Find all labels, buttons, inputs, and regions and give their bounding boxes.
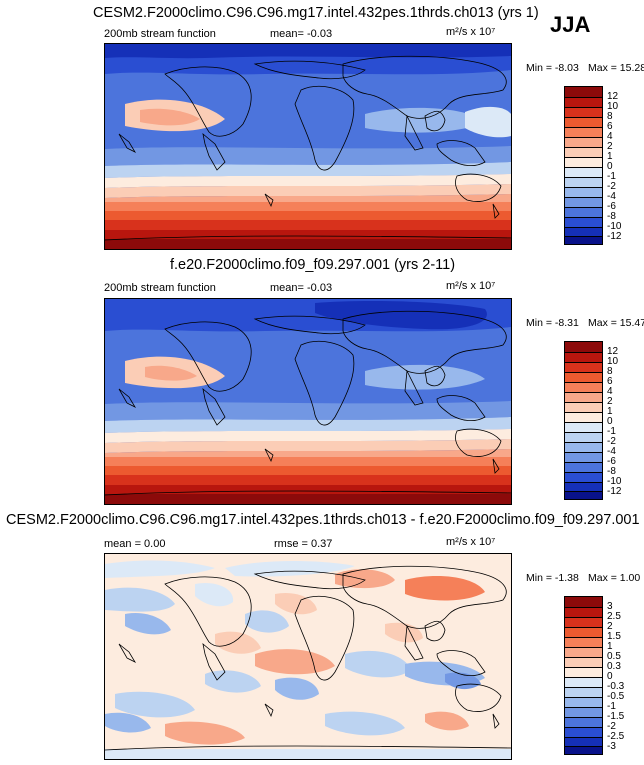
panel-2-colorbar-tick: -2	[607, 436, 616, 447]
panel-1-colorbar-tick: 8	[607, 111, 613, 122]
panel-3-colorbar-tick: -1.5	[607, 711, 625, 722]
panel-1-colorbar-tick: 0	[607, 161, 613, 172]
panel-1-colorbar-tick: -12	[607, 231, 622, 242]
panel-2-colorbar-tick: -4	[607, 446, 616, 457]
panel-3-colorbar-tick: 3	[607, 601, 613, 612]
panel-1-colorbar-tick: -8	[607, 211, 616, 222]
panel-2-map	[104, 298, 512, 505]
panel-2-colorbar: 12 10 8 6 4 2 1 0 -1 -2 -4 -6 -8 -10 -12	[564, 341, 621, 500]
panel-2-colorbar-tick: 8	[607, 366, 613, 377]
panel-3-units-label: m²/s x 10⁷	[446, 536, 496, 548]
panel-2-min-label: Min = -8.31	[526, 317, 579, 329]
panel-3-colorbar-tick: -0.5	[607, 691, 625, 702]
panel-1-colorbar-tick: 1	[607, 151, 613, 162]
panel-3-colorbar-tick: -0.3	[607, 681, 625, 692]
panel-1-colorbar-tick: 10	[607, 101, 619, 112]
panel-2-colorbar-tick: -10	[607, 476, 622, 487]
panel-1-variable-label: 200mb stream function	[104, 28, 216, 40]
panel-3-colorbar-tick: 1.5	[607, 631, 621, 642]
panel-3-map	[104, 553, 512, 760]
panel-3-colorbar-tick: 0.3	[607, 661, 621, 672]
panel-3-title: CESM2.F2000climo.C96.C96.mg17.intel.432p…	[6, 512, 640, 528]
panel-3-colorbar-tick: -2	[607, 721, 616, 732]
panel-2-colorbar-tick: 10	[607, 356, 619, 367]
panel-2-units-label: m²/s x 10⁷	[446, 280, 496, 292]
panel-2-mean-label: mean= -0.03	[270, 282, 333, 294]
panel-3-max-label: Max = 1.00	[588, 572, 641, 584]
panel-1-max-label: Max = 15.28	[588, 62, 644, 74]
panel-1-map	[104, 43, 512, 250]
panel-1-colorbar-tick: 4	[607, 131, 613, 142]
panel-3-colorbar-tick: 0.5	[607, 651, 621, 662]
panel-2-colorbar-tick: 4	[607, 386, 613, 397]
panel-2-max-label: Max = 15.47	[588, 317, 644, 329]
panel-1-colorbar-tick: -1	[607, 171, 616, 182]
panel-3-colorbar-tick: -2.5	[607, 731, 625, 742]
panel-3-colorbar-tick: 0	[607, 671, 613, 682]
panel-1-colorbar: 12 10 8 6 4 2 1 0 -1 -2 -4 -6 -8 -10 -12	[564, 86, 621, 245]
panel-2-colorbar-tick: 1	[607, 406, 613, 417]
panel-3-colorbar-tick: 1	[607, 641, 613, 652]
panel-2-colorbar-tick: 2	[607, 396, 613, 407]
panel-3-map-canvas	[105, 554, 511, 759]
season-label: JJA	[550, 12, 591, 37]
panel-3-mean-label: mean = 0.00	[104, 538, 166, 550]
panel-2-map-canvas	[105, 299, 511, 504]
panel-2-colorbar-tick: 12	[607, 346, 619, 357]
panel-1-colorbar-tick: 12	[607, 91, 619, 102]
panel-1-title: CESM2.F2000climo.C96.C96.mg17.intel.432p…	[93, 5, 539, 21]
panel-2-colorbar-tick: 0	[607, 416, 613, 427]
panel-3-min-label: Min = -1.38	[526, 572, 579, 584]
panel-2-variable-label: 200mb stream function	[104, 282, 216, 294]
panel-2-colorbar-tick: -12	[607, 486, 622, 497]
panel-2-colorbar-tick: -6	[607, 456, 616, 467]
panel-1-colorbar-tick: 2	[607, 141, 613, 152]
panel-2-colorbar-tick: -1	[607, 426, 616, 437]
panel-3-colorbar-tick: 2.5	[607, 611, 621, 622]
panel-1-colorbar-tick: -6	[607, 201, 616, 212]
panel-1-units-label: m²/s x 10⁷	[446, 26, 496, 38]
panel-3-colorbar-tick: -1	[607, 701, 616, 712]
panel-1-colorbar-tick: 6	[607, 121, 613, 132]
panel-3-colorbar-tick: 2	[607, 621, 613, 632]
panel-1-colorbar-tick: -2	[607, 181, 616, 192]
panel-2-title: f.e20.F2000climo.f09_f09.297.001 (yrs 2-…	[170, 257, 456, 273]
panel-2-colorbar-tick: -8	[607, 466, 616, 477]
panel-3-colorbar: 3 2.5 2 1.5 1 0.5 0.3 0 -0.3 -0.5 -1 -1.…	[564, 596, 624, 755]
panel-1-colorbar-tick: -10	[607, 221, 622, 232]
panel-3-rmse-label: rmse = 0.37	[274, 538, 333, 550]
panel-3-colorbar-tick: -3	[607, 741, 616, 752]
panel-1-mean-label: mean= -0.03	[270, 28, 333, 40]
panel-1-colorbar-tick: -4	[607, 191, 616, 202]
panel-1-map-canvas	[105, 44, 511, 249]
panel-2-colorbar-tick: 6	[607, 376, 613, 387]
panel-1-min-label: Min = -8.03	[526, 62, 579, 74]
